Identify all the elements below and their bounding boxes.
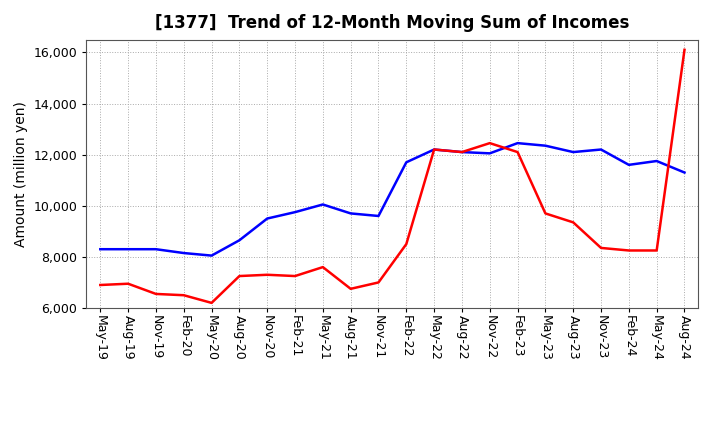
Net Income xyxy=(652,248,661,253)
Net Income xyxy=(485,140,494,146)
Y-axis label: Amount (million yen): Amount (million yen) xyxy=(14,101,28,247)
Ordinary Income xyxy=(430,147,438,152)
Line: Net Income: Net Income xyxy=(100,50,685,303)
Ordinary Income xyxy=(541,143,550,148)
Net Income xyxy=(152,291,161,297)
Net Income xyxy=(96,282,104,288)
Ordinary Income xyxy=(179,250,188,256)
Ordinary Income xyxy=(597,147,606,152)
Net Income xyxy=(291,273,300,279)
Ordinary Income xyxy=(513,140,522,146)
Net Income xyxy=(207,300,216,305)
Net Income xyxy=(346,286,355,291)
Net Income xyxy=(179,293,188,298)
Net Income xyxy=(513,150,522,155)
Ordinary Income xyxy=(291,209,300,215)
Ordinary Income xyxy=(318,202,327,207)
Ordinary Income xyxy=(207,253,216,258)
Net Income xyxy=(263,272,271,277)
Net Income xyxy=(235,273,243,279)
Title: [1377]  Trend of 12-Month Moving Sum of Incomes: [1377] Trend of 12-Month Moving Sum of I… xyxy=(156,15,629,33)
Net Income xyxy=(402,242,410,247)
Net Income xyxy=(374,280,383,285)
Ordinary Income xyxy=(124,246,132,252)
Net Income xyxy=(569,220,577,225)
Ordinary Income xyxy=(96,246,104,252)
Net Income xyxy=(624,248,633,253)
Ordinary Income xyxy=(652,158,661,164)
Ordinary Income xyxy=(263,216,271,221)
Net Income xyxy=(541,211,550,216)
Net Income xyxy=(680,47,689,52)
Ordinary Income xyxy=(569,150,577,155)
Net Income xyxy=(318,264,327,270)
Ordinary Income xyxy=(402,160,410,165)
Ordinary Income xyxy=(458,150,467,155)
Line: Ordinary Income: Ordinary Income xyxy=(100,143,685,256)
Ordinary Income xyxy=(152,246,161,252)
Net Income xyxy=(430,147,438,152)
Ordinary Income xyxy=(485,151,494,156)
Net Income xyxy=(124,281,132,286)
Ordinary Income xyxy=(235,238,243,243)
Net Income xyxy=(458,150,467,155)
Net Income xyxy=(597,245,606,250)
Ordinary Income xyxy=(374,213,383,219)
Ordinary Income xyxy=(624,162,633,168)
Ordinary Income xyxy=(346,211,355,216)
Ordinary Income xyxy=(680,170,689,175)
